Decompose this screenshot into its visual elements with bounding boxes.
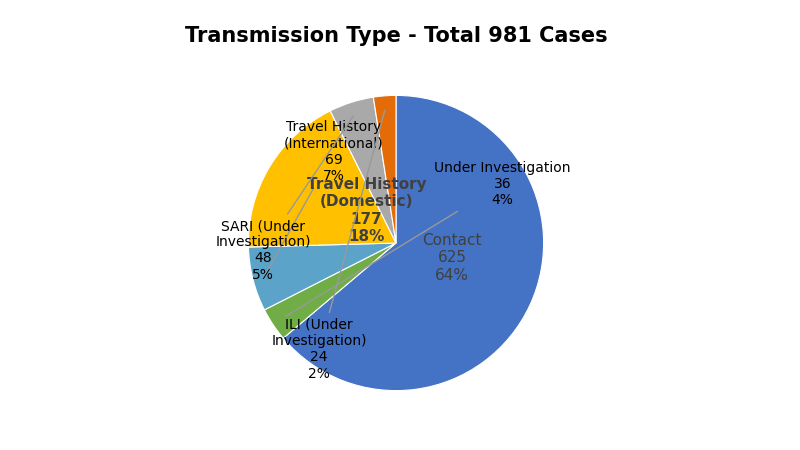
Wedge shape [374, 95, 396, 243]
Text: Under Investigation
36
4%: Under Investigation 36 4% [286, 161, 570, 317]
Wedge shape [249, 111, 396, 247]
Wedge shape [283, 95, 543, 391]
Text: ILI (Under
Investigation)
24
2%: ILI (Under Investigation) 24 2% [271, 110, 385, 381]
Wedge shape [265, 243, 396, 338]
Wedge shape [330, 97, 396, 243]
Wedge shape [249, 243, 396, 310]
Text: Travel History
(International)
69
7%: Travel History (International) 69 7% [266, 120, 384, 274]
Text: Travel History
(Domestic)
177
18%: Travel History (Domestic) 177 18% [306, 177, 426, 244]
Title: Transmission Type - Total 981 Cases: Transmission Type - Total 981 Cases [185, 26, 607, 46]
Text: SARI (Under
Investigation)
48
5%: SARI (Under Investigation) 48 5% [215, 116, 354, 282]
Text: Contact
625
64%: Contact 625 64% [422, 233, 482, 283]
